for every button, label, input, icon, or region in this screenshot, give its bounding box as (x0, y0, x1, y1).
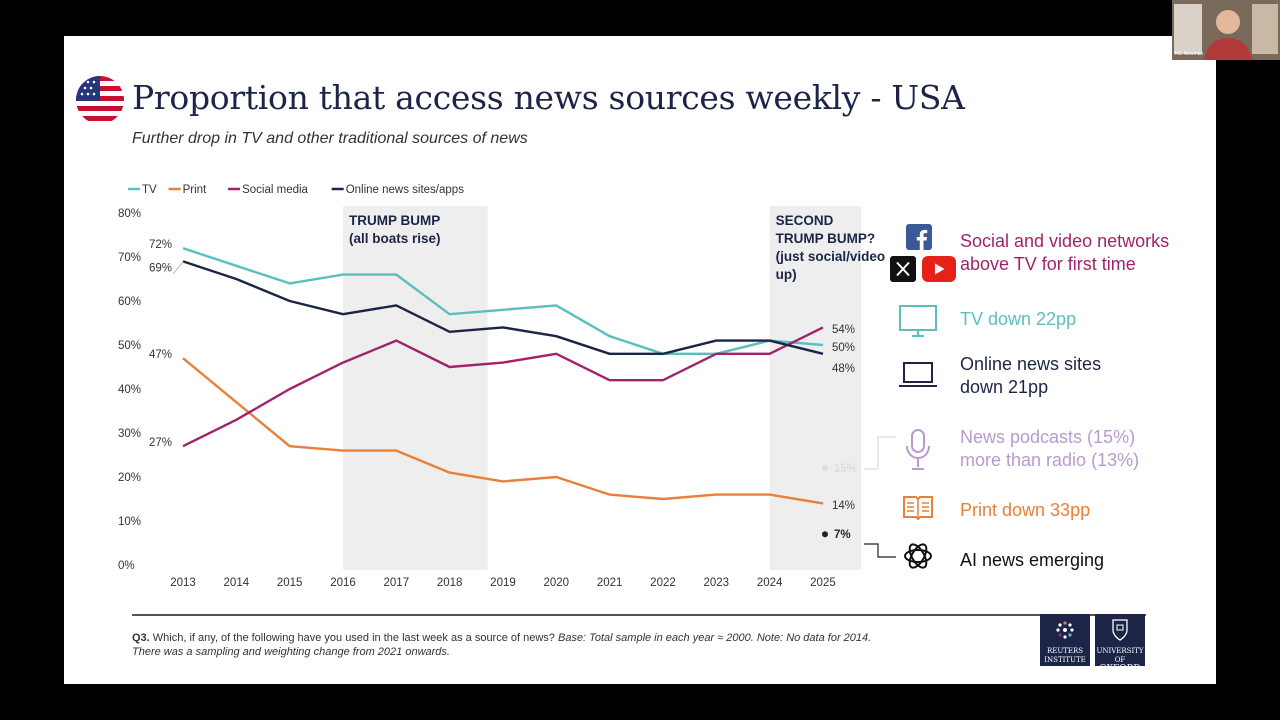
x-tick-label: 2013 (170, 577, 196, 589)
end-label-tv: 50% (832, 342, 855, 354)
finding-tv: TV down 22pp (960, 309, 1077, 329)
footer-rule (132, 614, 1146, 616)
start-label-tv: 72% (149, 239, 172, 251)
x-tick-label: 2014 (224, 577, 250, 589)
facebook-icon (906, 224, 932, 250)
finding-social-line-2: above TV for first time (960, 254, 1136, 274)
tv-monitor-icon (899, 305, 937, 337)
footnote-base: Base: Total sample in each year ≈ 2000. … (132, 632, 872, 658)
start-label-print: 47% (149, 349, 172, 361)
reuters-logo-line-1: REUTERS (1046, 647, 1084, 655)
annotation-1-line-2: (all boats rise) (349, 231, 441, 246)
annotation-band-1 (342, 206, 488, 570)
point-podcasts (822, 465, 828, 472)
y-tick-label: 80% (118, 208, 141, 220)
finding-podcast-line-2: more than radio (13%) (960, 450, 1140, 470)
webcam-thumbnail: NC Newman (1172, 0, 1280, 60)
annotation-2-line-1: SECOND (776, 213, 834, 228)
reuters-institute-logo: REUTERS INSTITUTE (1040, 614, 1090, 666)
line-chart: TRUMP BUMP (all boats rise) SECOND TRUMP BU… (118, 184, 896, 589)
x-tick-label: 2023 (704, 577, 730, 589)
footnote: Q3. Which, if any, of the following have… (132, 631, 892, 659)
series-line-online (182, 260, 824, 355)
webcam-participant-name: NC Newman (1175, 51, 1204, 57)
y-tick-label: 50% (118, 340, 141, 352)
finding-podcast-line-1: News podcasts (15%) (960, 427, 1136, 447)
series-line-social (182, 326, 824, 448)
webcam-shelves-icon (1172, 0, 1280, 60)
point-label-ai: 7% (834, 529, 851, 541)
x-tick-label: 2015 (277, 577, 303, 589)
point-label-podcasts: 15% (834, 463, 857, 475)
annotation-2-line-2: TRUMP BUMP? (776, 231, 876, 246)
y-tick-label: 20% (118, 472, 141, 484)
oxford-logo-line-2: OXFORD (1099, 664, 1141, 674)
start-label-online: 69% (149, 262, 172, 274)
legend-label-social: Social media (242, 184, 308, 196)
start-label-social: 27% (149, 437, 172, 449)
y-tick-label: 40% (118, 384, 141, 396)
series-line-print (182, 357, 824, 505)
end-label-online: 48% (832, 363, 855, 375)
x-tick-label: 2022 (650, 577, 676, 589)
oxford-crest-icon (1112, 619, 1128, 641)
x-tick-label: 2021 (597, 577, 623, 589)
y-tick-label: 30% (118, 428, 141, 440)
y-tick-label: 60% (118, 296, 141, 308)
laptop-icon (899, 362, 937, 387)
footnote-question-number: Q3. (132, 632, 150, 644)
y-tick-label: 10% (118, 516, 141, 528)
point-ai (822, 531, 828, 538)
reuters-dots-icon (1056, 621, 1074, 639)
annotation-2-line-4: up) (776, 267, 797, 282)
x-tick-label: 2018 (437, 577, 463, 589)
finding-social-line-1: Social and video networks (960, 231, 1170, 251)
x-tick-label: 2024 (757, 577, 783, 589)
oxford-logo-line-1: UNIVERSITY OF (1096, 647, 1144, 664)
annotation-2-line-3: (just social/video (776, 249, 886, 264)
annotation-1-line-1: TRUMP BUMP (349, 213, 440, 228)
ai-knot-icon (904, 543, 932, 569)
oxford-university-logo: UNIVERSITY OF OXFORD (1095, 614, 1145, 674)
reuters-logo-line-2: INSTITUTE (1044, 656, 1086, 664)
finding-ai: AI news emerging (960, 550, 1105, 570)
start-label-leader (172, 261, 184, 275)
end-label-social: 54% (832, 324, 855, 336)
podcast-connector-line (864, 436, 896, 470)
x-tick-label: 2016 (330, 577, 356, 589)
finding-online-line-2: down 21pp (960, 377, 1049, 397)
slide-subtitle: Further drop in TV and other traditional… (132, 130, 528, 147)
youtube-icon (922, 256, 956, 282)
legend-label-online: Online news sites/apps (346, 184, 465, 196)
us-flag-icon (76, 76, 124, 124)
x-tick-label: 2025 (810, 577, 836, 589)
ai-connector-line (864, 543, 896, 558)
x-tick-label: 2020 (544, 577, 570, 589)
annotation-band-2 (769, 206, 861, 570)
microphone-icon (906, 429, 930, 470)
open-book-icon (903, 496, 933, 520)
x-tick-label: 2019 (490, 577, 516, 589)
slide-title: Proportion that access news sources week… (132, 78, 965, 117)
finding-print: Print down 33pp (960, 500, 1091, 520)
end-label-print: 14% (832, 500, 855, 512)
footnote-question: Which, if any, of the following have you… (149, 632, 558, 644)
slide: Proportion that access news sources week… (64, 36, 1216, 684)
finding-online-line-1: Online news sites (960, 354, 1102, 374)
y-tick-label: 70% (118, 252, 141, 264)
y-tick-label: 0% (118, 560, 135, 572)
x-tick-label: 2017 (384, 577, 410, 589)
legend-label-print: Print (183, 184, 207, 196)
legend-label-tv: TV (142, 184, 157, 196)
x-icon (890, 256, 916, 282)
series-line-tv (182, 247, 824, 355)
